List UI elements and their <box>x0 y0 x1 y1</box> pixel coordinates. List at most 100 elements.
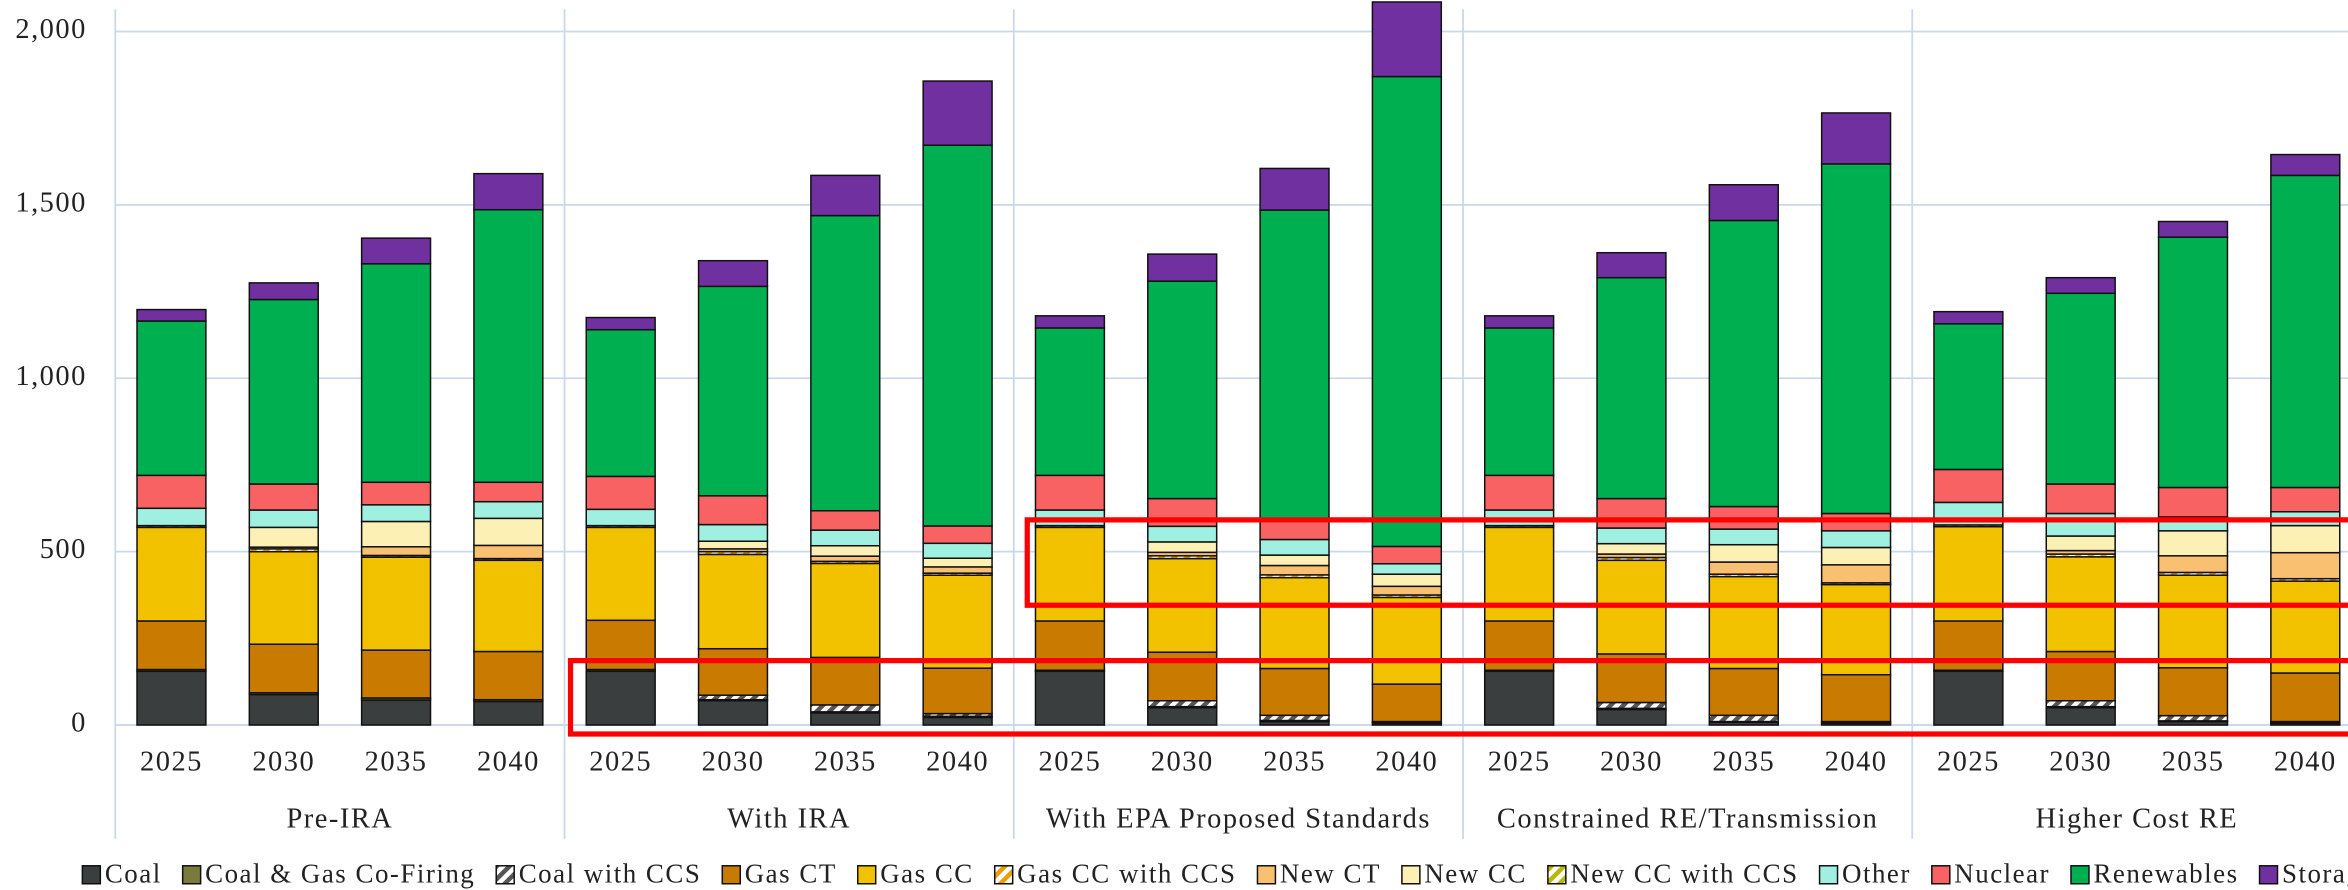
x-tick-label: 2030 <box>702 746 765 777</box>
bar-segment <box>1259 554 1330 567</box>
bar-segment <box>1708 219 1779 508</box>
bar-segment <box>697 540 769 550</box>
bar-segment <box>360 481 432 506</box>
bar-segment <box>473 544 544 560</box>
bar-segment <box>1371 545 1443 565</box>
bar-segment <box>1820 546 1892 566</box>
bar-segment <box>810 544 881 557</box>
bar-segment <box>473 172 544 211</box>
bar-segment <box>1259 576 1330 670</box>
bar-segment <box>1147 541 1218 554</box>
x-tick-label: 2035 <box>1263 746 1326 777</box>
y-tick-label: 2,000 <box>15 14 86 45</box>
y-tick-label: 0 <box>71 708 87 739</box>
bar-segment <box>1708 528 1779 546</box>
x-tick-label: 2025 <box>589 746 652 777</box>
legend-swatch <box>1401 865 1421 885</box>
y-tick-label: 1,500 <box>15 187 86 218</box>
bar-segment <box>248 509 319 529</box>
legend-label: Coal & Gas Co-Firing <box>205 858 475 888</box>
bar-segment <box>585 475 656 511</box>
y-tick-label: 1,000 <box>15 361 86 392</box>
bar-segment <box>2045 699 2116 708</box>
bar-segment <box>810 174 881 217</box>
legend-swatch <box>721 865 741 885</box>
bar-segment <box>473 208 544 484</box>
bar-segment <box>2270 153 2341 177</box>
bar-segment <box>810 562 881 659</box>
bar-segment <box>2157 220 2229 238</box>
bar-segment <box>2270 551 2341 580</box>
bar-segment <box>2157 530 2229 557</box>
bar-segment <box>248 298 319 485</box>
x-tick-label: 2025 <box>1488 746 1551 777</box>
legend-label: New CC with CCS <box>1570 858 1798 888</box>
bar-segment <box>1034 315 1106 329</box>
bar-segment <box>1596 527 1667 545</box>
bar-segment <box>2157 555 2229 574</box>
bar-segment <box>473 481 544 503</box>
bar-segment <box>1708 714 1779 723</box>
bar-segment <box>1596 701 1667 710</box>
bar-segment <box>136 670 207 726</box>
x-tick-label: 2035 <box>365 746 428 777</box>
bar-segment <box>1820 564 1892 584</box>
bar-segment <box>810 509 881 531</box>
bar-segment <box>810 214 881 512</box>
legend-swatch <box>1931 865 1951 885</box>
group-label: Constrained RE/Transmission <box>1497 803 1878 834</box>
bar-segment <box>1708 543 1779 563</box>
x-tick-label: 2040 <box>926 746 989 777</box>
legend-label: Gas CC with CCS <box>1017 858 1236 888</box>
legend-label: Gas CC <box>880 858 974 888</box>
bar-segment <box>1820 112 1892 165</box>
bar-segment <box>2045 276 2116 295</box>
x-tick-label: 2025 <box>1937 746 2000 777</box>
legend-swatch <box>495 865 515 885</box>
bar-segment <box>585 526 656 622</box>
bar-segment <box>360 649 432 699</box>
bar-segment <box>248 526 319 548</box>
group-label: Higher Cost RE <box>2036 803 2239 834</box>
bar-segment <box>922 80 993 146</box>
bar-segment <box>922 525 993 545</box>
y-tick-label: 500 <box>40 534 87 565</box>
x-tick-label: 2035 <box>2162 746 2225 777</box>
bar-segment <box>1708 561 1779 575</box>
bar-segment <box>585 670 656 726</box>
bar-segment <box>136 320 207 477</box>
x-tick-label: 2040 <box>2274 746 2337 777</box>
x-tick-label: 2040 <box>1825 746 1888 777</box>
bar-segment <box>360 263 432 484</box>
highlight-box <box>567 658 2348 737</box>
bar-segment <box>136 620 207 671</box>
bar-segment <box>2157 667 2229 717</box>
bar-segment <box>697 553 769 650</box>
bar-segment <box>2045 292 2116 485</box>
bar-segment <box>2157 236 2229 489</box>
bar-segment <box>136 308 207 322</box>
legend-label: New CC <box>1424 858 1527 888</box>
group-label: Pre-IRA <box>286 803 393 834</box>
bar-segment <box>585 316 656 331</box>
bar-segment <box>2045 706 2116 726</box>
bar-segment <box>360 504 432 523</box>
bar-segment <box>1820 673 1892 723</box>
bar-segment <box>1483 315 1555 329</box>
bar-segment <box>1933 670 2004 726</box>
bar-segment <box>1259 564 1330 576</box>
bar-segment <box>1371 683 1443 723</box>
legend-swatch <box>2070 865 2090 885</box>
bar-segment <box>1371 75 1443 548</box>
x-tick-label: 2025 <box>140 746 203 777</box>
legend-label: Coal with CCS <box>519 858 702 888</box>
legend-swatch <box>181 865 202 885</box>
bar-segment <box>810 529 881 547</box>
bar-segment <box>2157 714 2229 722</box>
bar-segment <box>2270 486 2341 513</box>
bar-segment <box>1708 183 1779 222</box>
bar-segment <box>2045 512 2116 537</box>
bar-segment <box>1034 327 1106 477</box>
bar-segment <box>2045 535 2116 552</box>
